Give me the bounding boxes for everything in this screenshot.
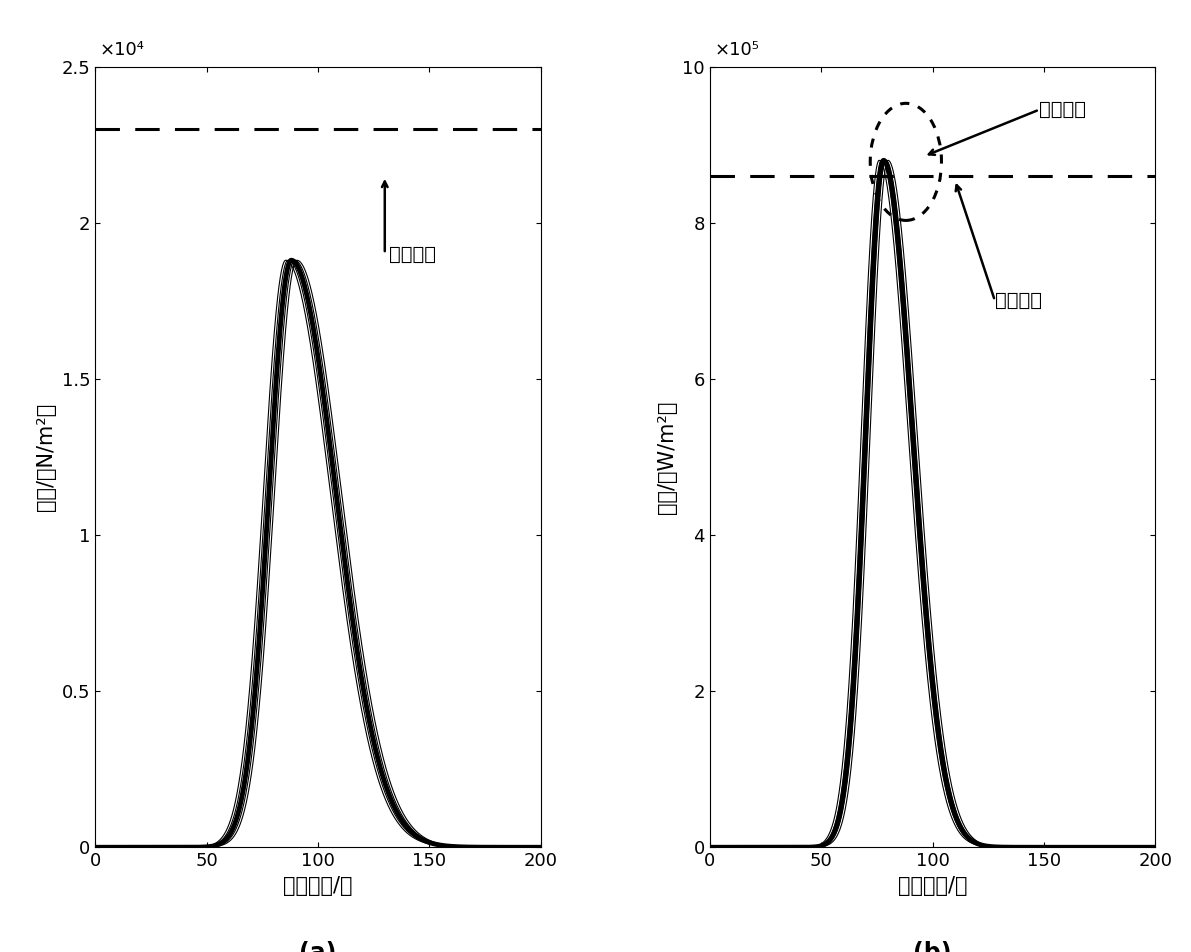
Y-axis label: 热流/（W/m²）: 热流/（W/m²） [657,400,676,514]
Text: 热流上界: 热流上界 [994,291,1042,310]
Y-axis label: 动压/（N/m²）: 动压/（N/m²） [36,403,56,511]
X-axis label: 进入时间/秒: 进入时间/秒 [898,876,967,896]
Text: 约束违背: 约束违背 [1040,100,1086,119]
Text: ×10⁴: ×10⁴ [100,41,144,59]
Text: 动压上界: 动压上界 [389,245,436,264]
Text: (a): (a) [299,941,337,952]
Text: (b): (b) [913,941,952,952]
X-axis label: 进入时间/秒: 进入时间/秒 [283,876,353,896]
Text: ×10⁵: ×10⁵ [715,41,759,59]
